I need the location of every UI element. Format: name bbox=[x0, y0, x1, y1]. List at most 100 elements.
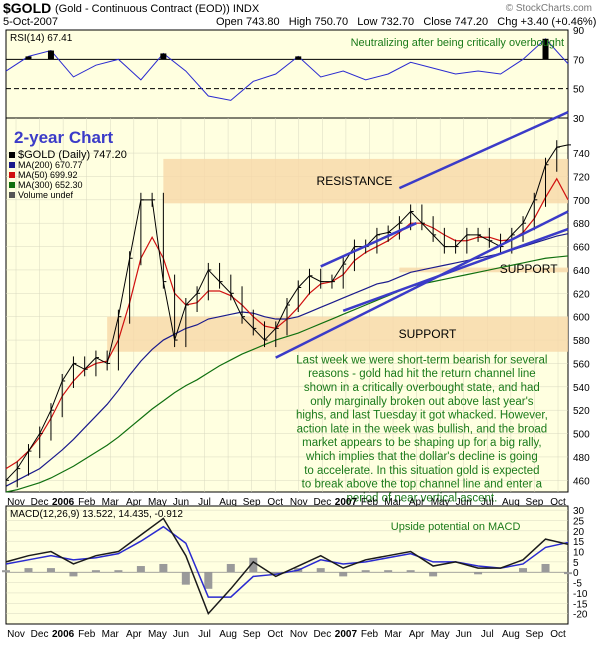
macd-histogram-bar bbox=[541, 563, 550, 573]
price-x-label: Apr bbox=[409, 497, 425, 508]
macd-x-label: Jul bbox=[481, 629, 494, 640]
legend-swatch bbox=[9, 192, 15, 198]
price-tick-label: 480 bbox=[573, 453, 590, 464]
channel-line bbox=[275, 210, 569, 359]
price-x-label: Jun bbox=[456, 497, 472, 508]
macd-x-label: Dec bbox=[31, 629, 49, 640]
zone-label: SUPPORT bbox=[500, 262, 558, 276]
macd-histogram-bar bbox=[519, 568, 528, 573]
macd-histogram-bar bbox=[136, 566, 145, 573]
price-x-label: Mar bbox=[102, 497, 120, 508]
macd-x-label: Feb bbox=[361, 629, 379, 640]
commentary-line: which implies that the dollar's decline … bbox=[305, 451, 538, 463]
commentary-line: to break above the top channel line and … bbox=[302, 479, 543, 491]
price-x-label: Dec bbox=[31, 497, 49, 508]
legend-entry: MA(300) 652.30 bbox=[18, 180, 83, 190]
macd-x-label: Sep bbox=[243, 629, 261, 640]
commentary-line: shown in a critically overbought state, … bbox=[304, 382, 540, 394]
macd-histogram-bar bbox=[249, 557, 258, 573]
price-tick-label: 680 bbox=[573, 219, 590, 230]
commentary-line: highs, and last Tuesday it got whacked. … bbox=[296, 410, 548, 422]
macd-x-label: Jun bbox=[173, 629, 189, 640]
macd-tick-label: -15 bbox=[573, 599, 588, 610]
macd-histogram-bar bbox=[406, 570, 415, 573]
price-tick-label: 660 bbox=[573, 243, 590, 254]
macd-histogram-bar bbox=[46, 568, 55, 573]
macd-histogram-bar bbox=[226, 563, 235, 573]
symbol-description: (Gold - Continuous Contract (EOD)) INDX bbox=[55, 3, 260, 15]
macd-tick-label: 20 bbox=[573, 527, 585, 538]
macd-x-label: Jun bbox=[456, 629, 472, 640]
macd-x-label: Oct bbox=[550, 629, 566, 640]
watermark: © StockCharts.com bbox=[505, 3, 592, 14]
macd-histogram-bar bbox=[474, 572, 483, 575]
macd-histogram-bar bbox=[181, 572, 190, 585]
rsi-overbought-fill bbox=[160, 53, 167, 60]
macd-x-label: Mar bbox=[102, 629, 120, 640]
commentary-line: reasons - gold had hit the return channe… bbox=[308, 368, 536, 380]
price-x-label: Nov bbox=[290, 497, 308, 508]
commentary-line: Last week we were short-term bearish for… bbox=[296, 354, 547, 366]
channel-line bbox=[320, 222, 417, 268]
macd-histogram-bar bbox=[564, 572, 572, 575]
price-x-label: 2007 bbox=[335, 497, 358, 508]
ohlc-values: Open 743.80 High 750.70 Low 732.70 Close… bbox=[216, 16, 597, 28]
macd-tick-label: 30 bbox=[573, 506, 585, 517]
macd-x-label: 2007 bbox=[335, 629, 358, 640]
macd-x-label: Oct bbox=[267, 629, 283, 640]
price-x-label: Oct bbox=[550, 497, 566, 508]
price-close-line bbox=[5, 144, 569, 481]
macd-x-label: Aug bbox=[502, 629, 520, 640]
rsi-overbought-fill bbox=[542, 38, 549, 60]
rsi-tick-label: 30 bbox=[573, 114, 585, 125]
macd-tick-label: -5 bbox=[573, 579, 582, 590]
macd-x-label: 2006 bbox=[52, 629, 75, 640]
price-x-label: Feb bbox=[361, 497, 379, 508]
legend-entry: Volume undef bbox=[18, 190, 74, 200]
macd-annotation: Upside potential on MACD bbox=[391, 521, 521, 533]
legend-entry: $GOLD (Daily) 747.20 bbox=[18, 149, 127, 161]
macd-x-label: Aug bbox=[219, 629, 237, 640]
macd-histogram-bar bbox=[24, 568, 33, 573]
macd-x-label: Sep bbox=[526, 629, 544, 640]
macd-x-label: Apr bbox=[409, 629, 425, 640]
macd-histogram-bar bbox=[114, 570, 123, 573]
rsi-line bbox=[5, 38, 569, 101]
price-x-label: Dec bbox=[313, 497, 331, 508]
price-x-label: Jul bbox=[481, 497, 494, 508]
macd-x-label: Nov bbox=[7, 629, 25, 640]
macd-x-label: Nov bbox=[290, 629, 308, 640]
price-tick-label: 580 bbox=[573, 336, 590, 347]
channel-line bbox=[342, 227, 569, 313]
price-tick-label: 740 bbox=[573, 149, 590, 160]
macd-x-label: Apr bbox=[126, 629, 142, 640]
macd-histogram-bar bbox=[339, 572, 348, 577]
macd-line bbox=[5, 517, 569, 616]
rsi-title: RSI(14) 67.41 bbox=[10, 33, 73, 44]
macd-histogram-bar bbox=[361, 570, 370, 573]
rsi-annotation: Neutralizing after being critically over… bbox=[351, 37, 564, 49]
chart-title-2year: 2-year Chart bbox=[14, 128, 114, 147]
macd-x-label: Mar bbox=[384, 629, 402, 640]
macd-x-label: Jul bbox=[198, 629, 211, 640]
commentary-line: to accelerate. In this situation gold is… bbox=[304, 465, 539, 477]
price-x-label: Aug bbox=[219, 497, 237, 508]
zone-band bbox=[107, 316, 568, 352]
macd-histogram-bar bbox=[316, 568, 325, 573]
price-tick-label: 560 bbox=[573, 359, 590, 370]
quote-line: 5-Oct-2007 Open 743.80 High 750.70 Low 7… bbox=[0, 16, 598, 29]
macd-tick-label: 0 bbox=[573, 568, 579, 579]
price-x-label: Aug bbox=[502, 497, 520, 508]
macd-histogram-bar bbox=[271, 572, 280, 575]
rsi-overbought-fill bbox=[295, 56, 302, 60]
macd-histogram-bar bbox=[69, 572, 78, 577]
price-x-label: Nov bbox=[7, 497, 25, 508]
rsi-overbought-fill bbox=[47, 50, 54, 60]
macd-x-label: May bbox=[431, 629, 450, 640]
price-x-label: Oct bbox=[267, 497, 283, 508]
price-x-label: Jul bbox=[198, 497, 211, 508]
price-tick-label: 600 bbox=[573, 313, 590, 324]
macd-x-label: Feb bbox=[78, 629, 96, 640]
price-x-label: Sep bbox=[243, 497, 261, 508]
rsi-overbought-fill bbox=[25, 56, 32, 60]
